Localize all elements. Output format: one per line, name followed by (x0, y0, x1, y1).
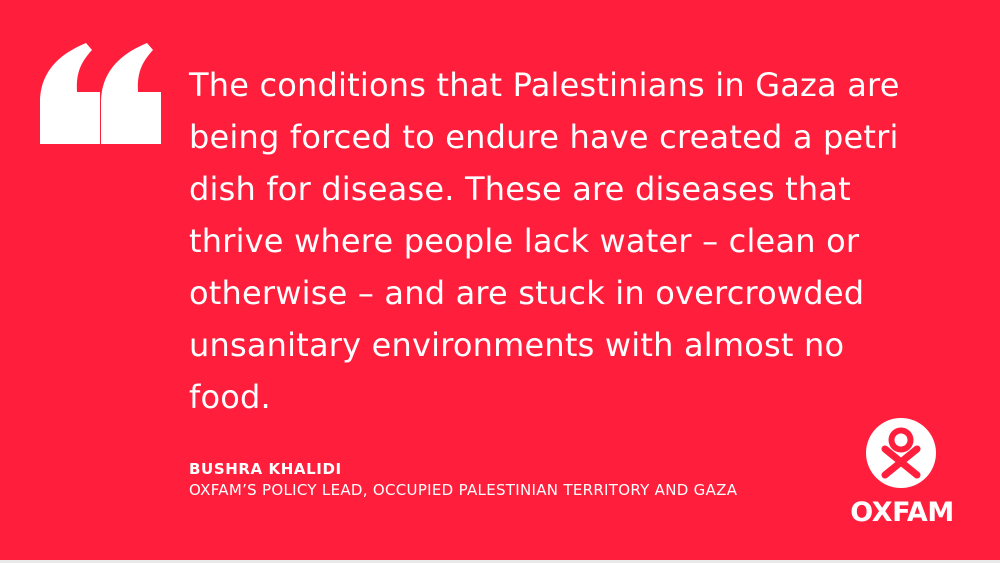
quote-text: The conditions that Palestinians in Gaza… (189, 66, 900, 416)
attribution: BUSHRA KHALIDI OXFAM’S POLICY LEAD, OCCU… (189, 459, 737, 501)
author-role: OXFAM’S POLICY LEAD, OCCUPIED PALESTINIA… (189, 481, 738, 499)
oxfam-logo-icon (866, 418, 936, 488)
open-quote-icon (40, 43, 161, 144)
oxfam-wordmark: OXFAM (850, 497, 954, 528)
author-name: BUSHRA KHALIDI (189, 460, 342, 478)
